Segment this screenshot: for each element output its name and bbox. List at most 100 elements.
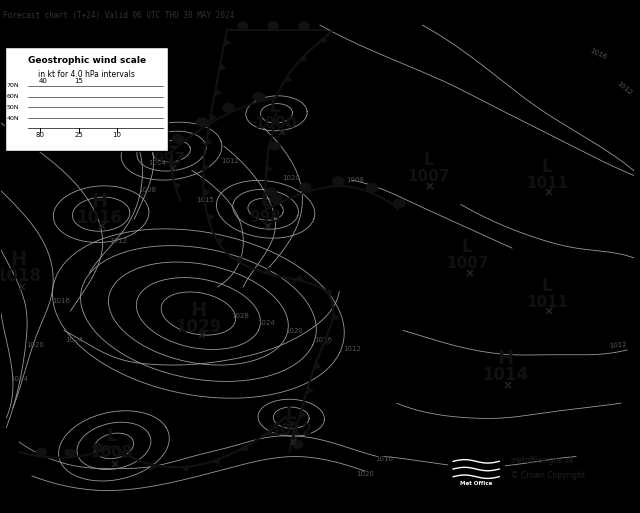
Text: L: L xyxy=(462,238,472,256)
Text: 1020: 1020 xyxy=(356,470,374,477)
Polygon shape xyxy=(264,429,273,436)
Polygon shape xyxy=(180,466,191,471)
Polygon shape xyxy=(319,36,327,43)
Polygon shape xyxy=(324,289,333,297)
Text: 50N: 50N xyxy=(6,105,19,110)
Text: 1011: 1011 xyxy=(526,295,568,310)
Text: 40N: 40N xyxy=(6,115,19,121)
Text: 1014: 1014 xyxy=(483,366,529,384)
Polygon shape xyxy=(266,165,272,172)
Text: 1020: 1020 xyxy=(26,342,44,348)
Text: 1016: 1016 xyxy=(52,299,70,304)
Text: 1007: 1007 xyxy=(446,256,488,271)
Text: 1016: 1016 xyxy=(375,456,393,462)
Polygon shape xyxy=(122,452,129,458)
Circle shape xyxy=(298,21,310,30)
Text: Forecast chart (T+24) Valid 06 UTC THU 30 MAY 2024: Forecast chart (T+24) Valid 06 UTC THU 3… xyxy=(3,11,234,21)
Text: 1024: 1024 xyxy=(257,320,275,326)
Text: 60N: 60N xyxy=(6,94,19,100)
Text: metoffice.gov.uk: metoffice.gov.uk xyxy=(511,456,575,465)
Text: 1012: 1012 xyxy=(343,346,361,352)
Polygon shape xyxy=(298,410,307,419)
Circle shape xyxy=(269,142,281,151)
Text: 1008: 1008 xyxy=(91,445,133,460)
Text: 1012: 1012 xyxy=(221,158,239,164)
Polygon shape xyxy=(212,458,221,464)
Circle shape xyxy=(196,117,209,127)
Text: in kt for 4.0 hPa intervals: in kt for 4.0 hPa intervals xyxy=(38,70,135,79)
Text: 1007: 1007 xyxy=(408,169,450,184)
Polygon shape xyxy=(204,163,211,172)
Polygon shape xyxy=(174,182,181,190)
Polygon shape xyxy=(314,362,321,370)
Bar xyxy=(448,447,504,489)
Circle shape xyxy=(299,182,312,192)
Text: L: L xyxy=(107,427,117,445)
Circle shape xyxy=(266,187,277,196)
Text: Met Office: Met Office xyxy=(460,481,492,486)
Text: 1020: 1020 xyxy=(282,175,300,181)
Text: 1011: 1011 xyxy=(526,176,568,191)
Polygon shape xyxy=(300,55,307,61)
Circle shape xyxy=(65,448,76,457)
Circle shape xyxy=(332,176,345,186)
Polygon shape xyxy=(289,420,296,427)
Text: L: L xyxy=(270,97,280,115)
Text: 25: 25 xyxy=(74,132,83,137)
Text: 1018: 1018 xyxy=(0,267,41,285)
Circle shape xyxy=(292,440,303,449)
Polygon shape xyxy=(294,275,304,282)
Text: H: H xyxy=(190,301,207,320)
Text: 1008: 1008 xyxy=(138,187,156,193)
Text: 1012: 1012 xyxy=(270,423,312,438)
Circle shape xyxy=(393,198,406,208)
Polygon shape xyxy=(239,445,248,451)
Polygon shape xyxy=(204,188,211,197)
Text: L: L xyxy=(542,277,552,295)
Text: 997: 997 xyxy=(154,152,186,167)
Text: 10: 10 xyxy=(113,132,122,137)
Text: H: H xyxy=(497,349,514,368)
Text: 1016: 1016 xyxy=(76,209,122,227)
Circle shape xyxy=(222,103,235,112)
Polygon shape xyxy=(234,257,243,264)
Circle shape xyxy=(237,21,248,30)
Text: 40: 40 xyxy=(39,78,48,84)
Text: 1016: 1016 xyxy=(589,48,608,61)
Polygon shape xyxy=(219,63,227,71)
Text: 1008: 1008 xyxy=(346,177,364,183)
Text: L: L xyxy=(424,151,434,169)
Polygon shape xyxy=(207,213,215,222)
Text: 1016: 1016 xyxy=(314,337,332,343)
Text: © Crown Copyright: © Crown Copyright xyxy=(511,471,585,480)
Polygon shape xyxy=(306,386,314,394)
Text: L: L xyxy=(164,134,175,152)
Polygon shape xyxy=(332,313,340,321)
Text: 1024: 1024 xyxy=(65,337,83,343)
Text: 80: 80 xyxy=(36,132,45,137)
Circle shape xyxy=(268,21,279,30)
Text: 1029: 1029 xyxy=(175,318,221,336)
Text: 1012: 1012 xyxy=(109,238,127,244)
Text: 70N: 70N xyxy=(6,83,19,88)
Circle shape xyxy=(365,183,378,192)
Circle shape xyxy=(269,194,282,204)
Text: 998: 998 xyxy=(250,210,282,225)
Polygon shape xyxy=(172,159,178,167)
Polygon shape xyxy=(284,75,292,82)
Text: 15: 15 xyxy=(74,78,83,84)
Polygon shape xyxy=(262,268,272,275)
Text: 1004: 1004 xyxy=(148,160,166,166)
Circle shape xyxy=(92,443,104,451)
Polygon shape xyxy=(216,238,224,245)
Text: H: H xyxy=(10,250,26,269)
Text: L: L xyxy=(286,405,296,423)
Bar xyxy=(5,47,168,151)
Circle shape xyxy=(172,134,184,144)
Polygon shape xyxy=(214,88,222,96)
Text: 1024: 1024 xyxy=(10,376,28,382)
Polygon shape xyxy=(291,435,299,444)
Polygon shape xyxy=(323,338,332,346)
Polygon shape xyxy=(210,113,218,122)
Polygon shape xyxy=(223,38,232,47)
